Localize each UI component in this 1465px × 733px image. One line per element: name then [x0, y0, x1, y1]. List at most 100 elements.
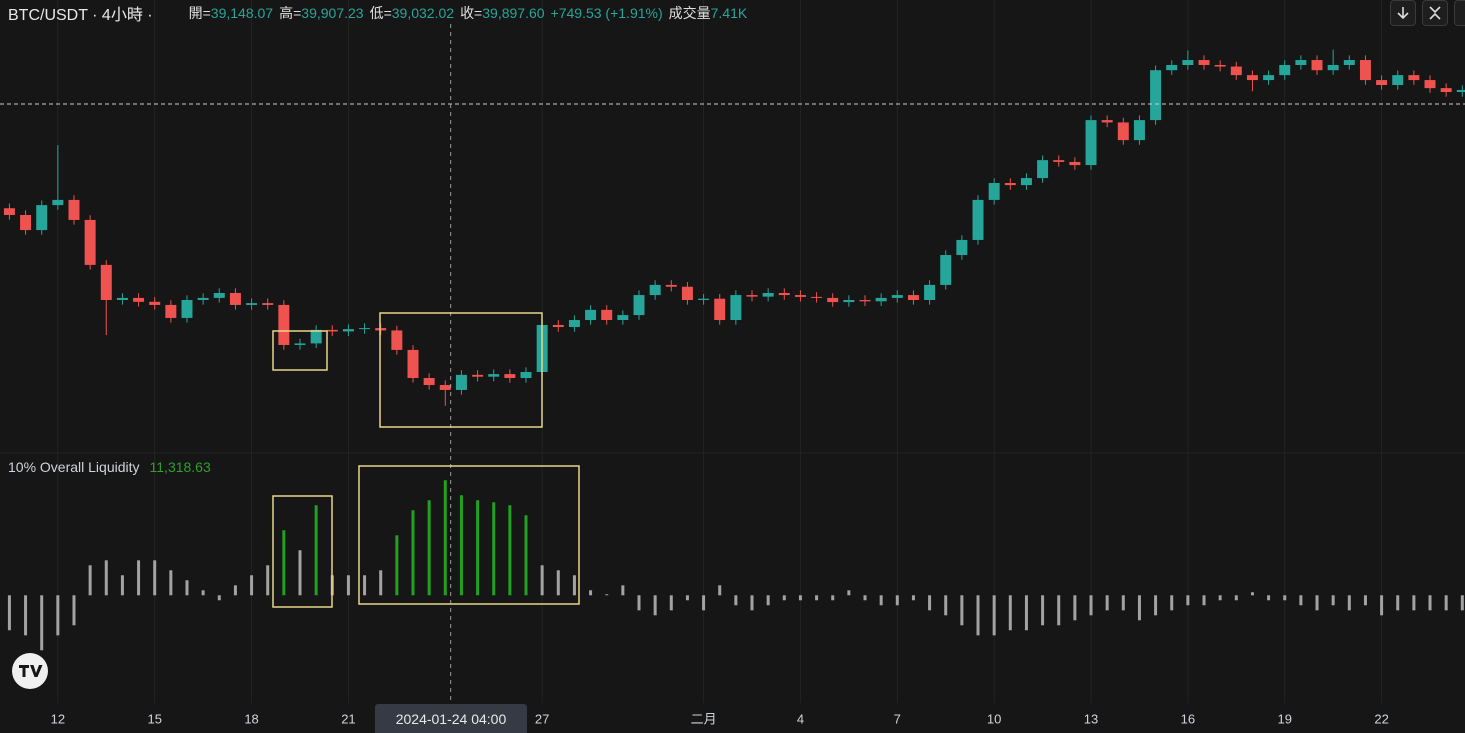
candle-body [1037, 160, 1049, 179]
candle-body [1133, 120, 1145, 141]
liquidity-bar [702, 595, 706, 611]
candle-body [1392, 75, 1404, 86]
scroll-button[interactable] [1390, 0, 1416, 26]
liquidity-bar [1024, 595, 1028, 631]
candle-body [1440, 88, 1452, 93]
liquidity-bar [233, 585, 237, 596]
liquidity-bar [976, 595, 980, 636]
liquidity-bar [1363, 595, 1367, 606]
liquidity-bar [56, 595, 60, 636]
x-tick-label: 12 [51, 711, 65, 726]
liquidity-bar [153, 560, 157, 596]
icon [1397, 7, 1409, 20]
candle-body [391, 330, 403, 350]
ohlc-value: 39,897.60 [482, 5, 545, 21]
more-button[interactable] [1454, 0, 1465, 26]
candle-body [342, 329, 354, 332]
highlight-boxes [272, 312, 580, 608]
candle-body [1004, 183, 1016, 186]
icon [1429, 6, 1441, 20]
x-tick-label: 22 [1374, 711, 1388, 726]
highlight-box [379, 312, 543, 428]
ohlc-value: 39,907.23 [301, 5, 364, 21]
candle-body [1279, 64, 1291, 76]
candle-body [229, 292, 241, 305]
x-tick-label: 10 [987, 711, 1001, 726]
candle-body [1343, 60, 1355, 65]
logo-circle [12, 653, 48, 689]
ohlc-value: 39,148.07 [210, 5, 274, 21]
x-tick-label: 15 [147, 711, 161, 726]
candle-body [907, 295, 919, 300]
candle-body [36, 205, 48, 231]
liquidity-bar [1412, 595, 1416, 611]
liquidity-bar [137, 560, 141, 596]
liquidity-bar [266, 565, 270, 596]
candle-body [649, 284, 661, 296]
logo [12, 653, 48, 689]
liquidity-bar [7, 595, 11, 631]
candle-body [681, 286, 693, 300]
candle-body [859, 300, 871, 302]
candle-body [714, 298, 726, 321]
candle-body [20, 214, 32, 231]
liquidity-bar [1008, 595, 1012, 631]
x-tick-label: 7 [894, 711, 901, 726]
liquidity-bar [847, 590, 851, 596]
liquidity-bar [298, 550, 302, 596]
liquidity-bar [379, 570, 383, 596]
candle-body [1069, 161, 1081, 166]
candle-body [1376, 80, 1388, 86]
liquidity-bar [879, 595, 883, 606]
x-tick-label: 19 [1277, 711, 1291, 726]
liquidity-bar [1267, 595, 1271, 601]
liquidity-bar [395, 535, 399, 596]
liquidity-bar [750, 595, 754, 611]
candle-body [601, 309, 613, 321]
collapse-button[interactable] [1422, 0, 1448, 26]
liquidity-bar [928, 595, 932, 611]
liquidity-bar [1396, 595, 1400, 611]
candle-body [1053, 160, 1065, 162]
x-tick-label: 4 [797, 711, 804, 726]
candle-body [407, 349, 419, 378]
liquidity-bar [1057, 595, 1061, 626]
candle-body [3, 208, 15, 215]
candle-body [68, 199, 80, 220]
candle-body [552, 324, 564, 328]
liquidity-bar [1202, 595, 1206, 606]
highlight-box [358, 465, 580, 605]
candle-body [439, 385, 451, 390]
liquidity-bar [1347, 595, 1351, 611]
candle-body [488, 374, 500, 377]
indicator-title: 10% Overall Liquidity [8, 459, 140, 475]
candle-body [1101, 120, 1113, 123]
liquidity-bar [556, 570, 560, 596]
x-tick-label: 16 [1181, 711, 1195, 726]
liquidity-bar [217, 595, 221, 601]
liquidity-bar [992, 595, 996, 636]
liquidity-bar [637, 595, 641, 611]
candle-body [133, 297, 145, 302]
grid [0, 0, 1465, 703]
candle-body [149, 301, 161, 305]
volume-label: 成交量 [668, 5, 711, 21]
liquidity-bar [508, 505, 512, 596]
liquidity-bar [201, 590, 205, 596]
liquidity-bar [1105, 595, 1109, 611]
liquidity-bar [863, 595, 867, 601]
liquidity-bar [1380, 595, 1384, 616]
change: +749.53 (+1.91%) [550, 5, 663, 21]
candle-body [778, 292, 790, 296]
liquidity-bar [944, 595, 948, 616]
candle-body [197, 297, 209, 300]
candle-body [891, 295, 903, 298]
liquidity-bar [363, 575, 367, 596]
candle-body [423, 377, 435, 386]
candle-body [1327, 64, 1339, 71]
liquidity-bar [1121, 595, 1125, 611]
candle-body [827, 297, 839, 303]
candle-body [665, 284, 677, 287]
liquidity-bar [1234, 595, 1238, 601]
